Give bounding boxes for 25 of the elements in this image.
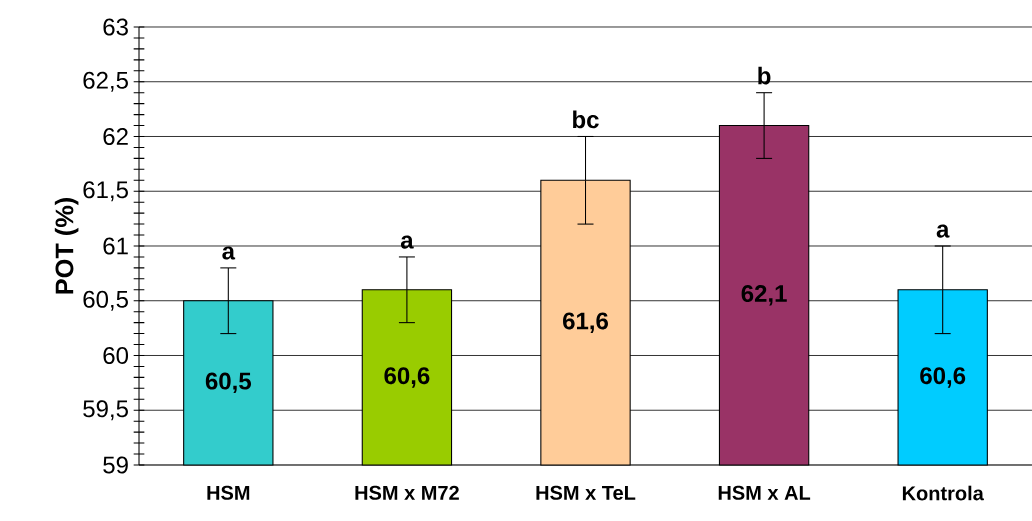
y-tick-label: 59,5 (83, 400, 128, 421)
y-tick-label: 59 (103, 456, 128, 474)
y-tick-label: 62 (103, 127, 128, 145)
x-tick-label: Kontrola (902, 485, 984, 501)
y-axis-title: POT (%) (54, 198, 79, 294)
y-tick-label: 61,5 (83, 181, 128, 202)
y-tick-label: 60 (103, 346, 129, 364)
data-label: 61,6 (563, 312, 608, 333)
y-tick-label: 61 (103, 237, 128, 255)
data-label: 62,1 (741, 285, 787, 306)
x-tick-label: HSM x M72 (355, 485, 459, 500)
y-tick-label: 62,5 (83, 71, 128, 92)
annotation: a (222, 246, 236, 260)
data-label: 60,6 (920, 367, 966, 388)
annotation: a (400, 235, 414, 249)
x-tick-label: HSM x TeL (536, 485, 636, 500)
y-tick-label: 60,5 (83, 290, 128, 311)
data-label: 60,6 (384, 367, 430, 388)
y-tick-label: 63 (103, 18, 128, 36)
data-label: 60,5 (205, 372, 252, 394)
annotation: a (936, 224, 950, 238)
x-tick-label: HSM x AL (718, 485, 811, 500)
annotation: bc (573, 110, 599, 129)
x-tick-label: HSM (207, 485, 250, 500)
annotation: b (758, 66, 771, 85)
